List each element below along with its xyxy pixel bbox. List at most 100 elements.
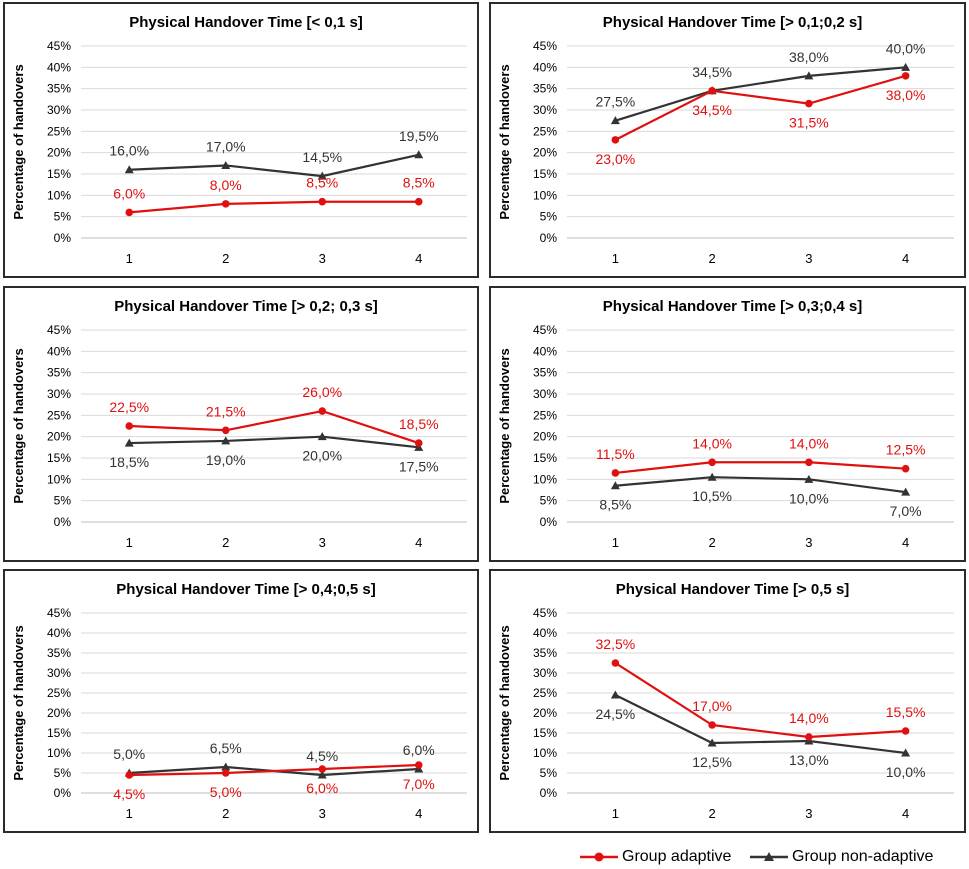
data-label-adaptive: 22,5% xyxy=(109,399,149,415)
data-label-adaptive: 5,0% xyxy=(210,784,242,800)
data-label-adaptive: 23,0% xyxy=(596,151,636,167)
chart-title: Physical Handover Time [> 0,4;0,5 s] xyxy=(116,581,375,598)
data-point-adaptive xyxy=(414,761,423,769)
chart-panel-0-4-to-0-5s: Physical Handover Time [> 0,4;0,5 s] Perc… xyxy=(3,569,479,833)
chart-svg: Physical Handover Time [> 0,3;0,4 s] Perc… xyxy=(497,298,954,550)
y-tick-label: 20% xyxy=(533,706,557,720)
x-tick-label: 1 xyxy=(612,806,619,821)
y-tick-label: 40% xyxy=(533,626,557,640)
y-tick-label: 15% xyxy=(533,726,557,740)
series-line-nonadaptive xyxy=(129,435,419,449)
x-tick-label: 3 xyxy=(805,535,812,550)
data-label-nonadaptive: 14,5% xyxy=(302,149,342,165)
y-tick-label: 5% xyxy=(540,210,558,224)
data-label-nonadaptive: 13,0% xyxy=(789,752,829,768)
data-label-nonadaptive: 16,0% xyxy=(109,143,149,159)
data-label-adaptive: 8,0% xyxy=(210,177,242,193)
data-label-nonadaptive: 17,0% xyxy=(206,138,246,154)
data-label-nonadaptive: 20,0% xyxy=(302,448,342,464)
series-line-nonadaptive xyxy=(615,476,906,494)
y-tick-label: 0% xyxy=(540,786,558,800)
data-label-adaptive: 34,5% xyxy=(692,102,732,118)
data-label-nonadaptive: 6,0% xyxy=(403,742,435,758)
data-point-adaptive xyxy=(318,407,327,415)
y-tick-label: 25% xyxy=(533,124,557,138)
y-tick-label: 35% xyxy=(533,82,557,96)
data-point-nonadaptive xyxy=(804,474,814,483)
chart-title: Physical Handover Time [> 0,3;0,4 s] xyxy=(603,298,862,315)
chart-panel-0-3-to-0-4s: Physical Handover Time [> 0,3;0,4 s] Perc… xyxy=(489,286,966,562)
y-tick-label: 30% xyxy=(533,103,557,117)
data-label-adaptive: 26,0% xyxy=(302,384,342,400)
y-tick-label: 20% xyxy=(47,430,71,444)
data-label-nonadaptive: 10,0% xyxy=(886,764,926,780)
y-tick-label: 0% xyxy=(54,231,72,245)
data-label-nonadaptive: 10,0% xyxy=(789,490,829,506)
data-point-nonadaptive xyxy=(901,748,911,757)
y-tick-label: 40% xyxy=(47,626,71,640)
data-label-nonadaptive: 34,5% xyxy=(692,64,732,80)
data-label-nonadaptive: 40,0% xyxy=(886,40,926,56)
x-tick-label: 2 xyxy=(222,806,229,821)
chart-svg: Physical Handover Time [> 0,5 s] Percenta… xyxy=(497,581,954,821)
y-tick-label: 5% xyxy=(540,494,558,508)
data-point-nonadaptive xyxy=(414,150,424,159)
data-point-nonadaptive xyxy=(221,436,231,445)
x-tick-label: 4 xyxy=(415,806,422,821)
series-line-nonadaptive xyxy=(615,66,906,122)
y-tick-label: 5% xyxy=(54,766,72,780)
data-label-adaptive: 14,0% xyxy=(692,435,732,451)
chart-title: Physical Handover Time [> 0,1;0,2 s] xyxy=(603,14,862,31)
series-line-adaptive xyxy=(129,409,420,445)
y-tick-label: 5% xyxy=(54,494,72,508)
y-tick-label: 15% xyxy=(533,167,557,181)
data-label-adaptive: 8,5% xyxy=(306,175,338,191)
series-line-adaptive xyxy=(614,662,906,739)
data-point-adaptive xyxy=(125,208,134,217)
y-tick-label: 5% xyxy=(54,210,72,224)
chart-title: Physical Handover Time [> 0,5 s] xyxy=(616,581,850,598)
data-label-adaptive: 12,5% xyxy=(886,442,926,458)
data-point-adaptive xyxy=(221,426,230,435)
x-tick-label: 2 xyxy=(709,806,716,821)
y-tick-label: 35% xyxy=(533,646,557,660)
data-point-adaptive xyxy=(125,771,134,779)
y-tick-label: 10% xyxy=(47,472,71,486)
y-tick-label: 25% xyxy=(533,686,557,700)
x-tick-label: 4 xyxy=(902,251,909,266)
y-tick-label: 20% xyxy=(47,706,71,720)
x-tick-label: 3 xyxy=(319,251,326,266)
y-tick-label: 45% xyxy=(47,323,71,337)
data-point-nonadaptive xyxy=(707,738,717,747)
y-tick-label: 40% xyxy=(47,344,71,358)
data-point-nonadaptive xyxy=(610,116,620,125)
x-tick-label: 1 xyxy=(612,535,619,550)
y-tick-label: 45% xyxy=(533,323,557,337)
y-tick-label: 0% xyxy=(54,515,72,529)
y-axis-label: Percentage of handovers xyxy=(497,625,512,780)
series-line-adaptive xyxy=(129,200,419,214)
x-tick-label: 3 xyxy=(319,806,326,821)
data-point-adaptive xyxy=(221,769,230,777)
x-tick-label: 4 xyxy=(902,806,909,821)
y-tick-label: 20% xyxy=(47,146,71,160)
y-axis-label: Percentage of handovers xyxy=(497,64,512,219)
data-point-nonadaptive xyxy=(317,770,327,779)
legend-swatch-nonadaptive xyxy=(750,852,788,861)
chart-title: Physical Handover Time [> 0,2; 0,3 s] xyxy=(114,298,378,315)
data-point-adaptive xyxy=(611,136,620,144)
x-tick-label: 3 xyxy=(805,251,812,266)
data-point-adaptive xyxy=(221,200,230,208)
data-label-nonadaptive: 12,5% xyxy=(692,754,732,770)
data-label-adaptive: 4,5% xyxy=(113,786,145,802)
chart-panel-gt-0-5s: Physical Handover Time [> 0,5 s] Percenta… xyxy=(489,569,966,833)
y-tick-label: 35% xyxy=(47,366,71,380)
data-point-nonadaptive xyxy=(221,762,231,771)
chart-svg: Physical Handover Time [> 0,4;0,5 s] Perc… xyxy=(11,581,467,821)
data-point-nonadaptive xyxy=(221,160,231,169)
data-point-nonadaptive xyxy=(804,71,814,80)
series-line-nonadaptive xyxy=(614,694,906,755)
data-label-adaptive: 32,5% xyxy=(596,636,636,652)
data-point-adaptive xyxy=(901,464,910,473)
chart-panel-0-2-to-0-3s: Physical Handover Time [> 0,2; 0,3 s] Per… xyxy=(3,286,479,562)
